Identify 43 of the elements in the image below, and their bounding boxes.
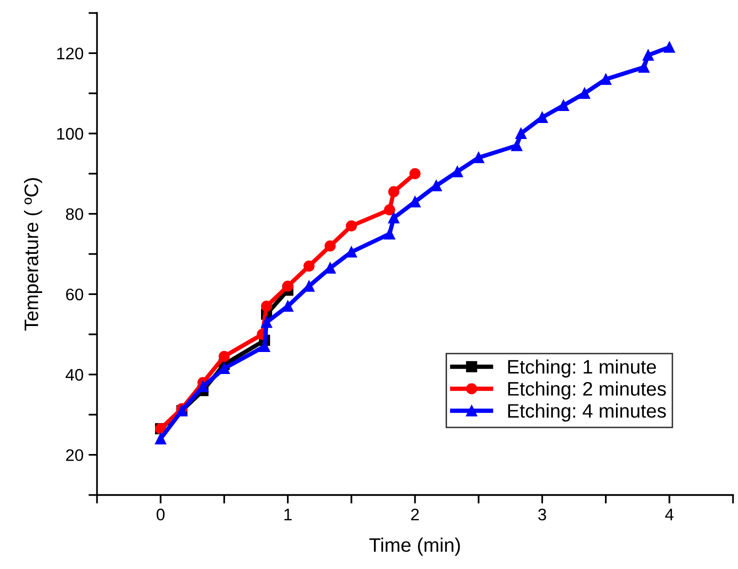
x-tick-label: 2 bbox=[411, 508, 419, 520]
point bbox=[409, 168, 421, 180]
y-tick-label: 60 bbox=[66, 288, 84, 300]
point bbox=[664, 42, 675, 53]
point bbox=[282, 300, 294, 312]
point bbox=[346, 220, 357, 232]
point bbox=[261, 300, 272, 312]
point bbox=[579, 88, 590, 99]
legend-label: Etching: 4 minutes bbox=[508, 403, 666, 422]
x-tick-label: 3 bbox=[538, 508, 546, 520]
y-tick-label: 20 bbox=[66, 449, 84, 462]
point bbox=[536, 112, 548, 123]
y-tick-label: 100 bbox=[57, 128, 84, 140]
x-tick-label: 4 bbox=[665, 508, 674, 520]
point bbox=[511, 140, 522, 152]
y-axis-title: Temperature ( ºC) bbox=[24, 178, 42, 331]
point bbox=[384, 204, 396, 216]
y-tick-label: 40 bbox=[66, 368, 84, 381]
point bbox=[155, 433, 166, 444]
x-tick-label: 1 bbox=[284, 508, 292, 520]
point bbox=[218, 350, 230, 362]
point bbox=[324, 240, 336, 252]
point bbox=[282, 280, 294, 292]
point bbox=[384, 228, 396, 240]
point bbox=[430, 180, 442, 192]
legend-label: Etching: 2 minutes bbox=[508, 381, 666, 400]
point bbox=[388, 212, 400, 224]
point bbox=[642, 50, 654, 61]
x-tick-label: 0 bbox=[156, 508, 165, 520]
y-tick-label: 80 bbox=[66, 208, 84, 220]
point bbox=[452, 166, 463, 178]
point bbox=[197, 380, 209, 392]
legend-label: Etching: 1 minute bbox=[508, 359, 656, 378]
y-tick-label: 120 bbox=[57, 48, 84, 60]
point bbox=[261, 316, 272, 328]
point bbox=[515, 128, 527, 140]
point bbox=[388, 186, 400, 198]
point bbox=[558, 100, 569, 111]
point bbox=[600, 74, 612, 85]
point bbox=[638, 62, 650, 73]
point bbox=[473, 152, 484, 164]
point bbox=[303, 260, 315, 272]
x-axis-title: Time (min) bbox=[369, 538, 460, 556]
